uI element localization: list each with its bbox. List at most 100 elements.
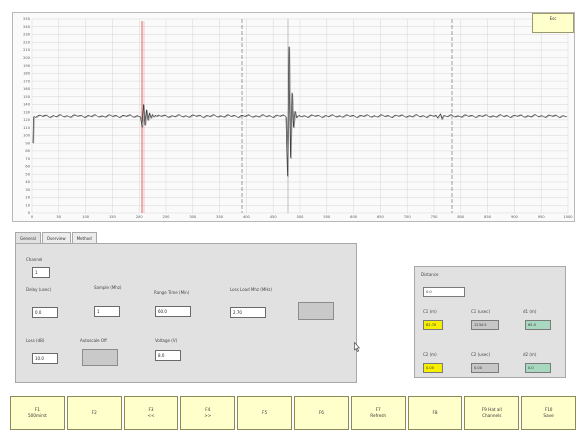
channel-label: Channel [26, 257, 43, 262]
x-tick-label: 700 [404, 215, 412, 219]
waveform-plot[interactable]: 250 240 230 220 210 200 190 180 170 160 150 140 130 1… [12, 12, 575, 222]
f5-key: F5 [262, 410, 268, 415]
x-tick-label: 1000 [563, 215, 573, 219]
x-tick-label: 0 [31, 215, 34, 219]
f2-key: F2 [91, 410, 97, 415]
y-tick-label: 140 [23, 103, 31, 107]
channel-field[interactable]: 1 [32, 267, 50, 278]
plot-grid [31, 18, 569, 214]
tab-overview[interactable]: Overview [41, 232, 71, 244]
d2-value: 0.0 [525, 363, 551, 373]
c1-value: 62.70 [423, 320, 443, 330]
f3-button[interactable]: F3 << [123, 396, 179, 430]
c1-x-value: 1234.5 [471, 320, 499, 330]
x-tick-label: 600 [350, 215, 358, 219]
f4-button[interactable]: F4 >> [180, 396, 236, 430]
y-tick-label: 0 [28, 211, 31, 215]
f10-key: F10 [544, 407, 553, 412]
f4-caption: >> [204, 413, 212, 418]
y-tick-label: 150 [23, 95, 31, 99]
autoscale-button[interactable] [82, 349, 118, 366]
x-tick-label: 500 [297, 215, 305, 219]
waveform-plot-canvas[interactable]: 2502402302202102001901801701601501401301… [13, 13, 574, 221]
loss-load-field[interactable]: 2.70 [230, 307, 266, 318]
f9-caption: Channels [482, 413, 502, 418]
y-tick-label: 160 [23, 87, 31, 91]
y-tick-label: 130 [23, 110, 31, 114]
f10-caption: Save [543, 413, 554, 418]
y-tick-label: 180 [23, 72, 31, 76]
c2-x-label: C2 (usec) [471, 352, 491, 357]
waveform-trace [32, 46, 567, 177]
y-tick-label: 120 [23, 118, 31, 122]
f1-caption: 500mirst [28, 413, 47, 418]
delay-field[interactable]: 0.0 [32, 307, 58, 318]
y-tick-label: 20 [25, 196, 30, 200]
x-axis-ticks: 0 50 100 150 200 250 300 350 400 450 500 550 600 650 7… [31, 215, 573, 219]
y-tick-label: 110 [23, 126, 31, 130]
esc-label: Esc [549, 16, 557, 21]
f10-save-button[interactable]: F10 Save [521, 396, 576, 430]
y-tick-label: 250 [23, 17, 31, 21]
tab-strip: General Overview Method [15, 232, 98, 244]
y-tick-label: 170 [23, 79, 31, 83]
c1-x-label: C1 (usec) [471, 309, 491, 314]
distance-markers [241, 19, 453, 213]
f1-button[interactable]: F1 500mirst [10, 396, 65, 430]
f7-caption: Refresh [370, 413, 387, 418]
f3-key: F3 [148, 407, 154, 412]
autoscale-label: Autoscale Off [80, 338, 107, 343]
x-tick-label: 800 [457, 215, 465, 219]
f5-button[interactable]: F5 [237, 396, 292, 430]
d2-label: d2 (m) [523, 352, 537, 357]
f7-key: F7 [375, 407, 381, 412]
x-tick-label: 300 [189, 215, 197, 219]
x-tick-label: 750 [431, 215, 439, 219]
f8-button[interactable]: F8 [407, 396, 463, 430]
loss-db-label: Loss (dB) [26, 338, 45, 343]
c2-value: 0.00 [423, 363, 443, 373]
x-tick-label: 350 [216, 215, 224, 219]
sample-field[interactable]: 1 [94, 306, 120, 317]
f6-button[interactable]: F6 [293, 396, 349, 430]
apply-button[interactable] [298, 302, 334, 320]
x-tick-label: 50 [57, 215, 62, 219]
x-tick-label: 200 [136, 215, 144, 219]
sample-label: Sample (Mhz) [94, 285, 122, 290]
x-tick-label: 950 [538, 215, 546, 219]
waveform-trace-shadow [33, 47, 568, 177]
y-tick-label: 240 [23, 25, 31, 29]
range-time-label: Range Time (Min) [154, 290, 190, 295]
distance-title: Distance [421, 272, 439, 277]
y-tick-label: 230 [23, 33, 31, 37]
y-tick-label: 190 [23, 64, 31, 68]
x-tick-label: 450 [270, 215, 278, 219]
f2-button[interactable]: F2 [66, 396, 122, 430]
f6-key: F6 [318, 410, 324, 415]
y-tick-label: 10 [25, 203, 30, 207]
esc-button[interactable]: Esc [532, 13, 574, 33]
range-time-field[interactable]: 60.0 [155, 306, 191, 317]
y-tick-label: 220 [23, 40, 31, 44]
y-tick-label: 70 [25, 157, 30, 161]
f9-channels-button[interactable]: F9 Hat all Channels [464, 396, 520, 430]
x-tick-label: 400 [243, 215, 251, 219]
voltage-field[interactable]: 8.0 [155, 350, 181, 361]
y-tick-label: 50 [25, 172, 30, 176]
d1-label: d1 (m) [523, 309, 537, 314]
y-tick-label: 60 [25, 165, 30, 169]
x-tick-label: 550 [323, 215, 331, 219]
c2-label: C2 (m) [423, 352, 437, 357]
mouse-cursor-icon [354, 342, 360, 352]
function-key-bar: F1 500mirst F2 F3 << F4 >> F5 F6 F7 Refr… [10, 396, 576, 430]
distance-field[interactable]: 0.0 [423, 287, 465, 297]
tab-method[interactable]: Method [71, 232, 97, 244]
f7-refresh-button[interactable]: F7 Refresh [350, 396, 406, 430]
tab-general[interactable]: General [15, 232, 41, 244]
voltage-label: Voltage (V) [155, 338, 178, 343]
loss-load-label: Loss Load Mhz (MHz) [230, 287, 272, 292]
loss-db-field[interactable]: 10.0 [32, 353, 58, 364]
d1-value: 65.5 [525, 320, 551, 330]
y-tick-label: 210 [23, 48, 31, 52]
